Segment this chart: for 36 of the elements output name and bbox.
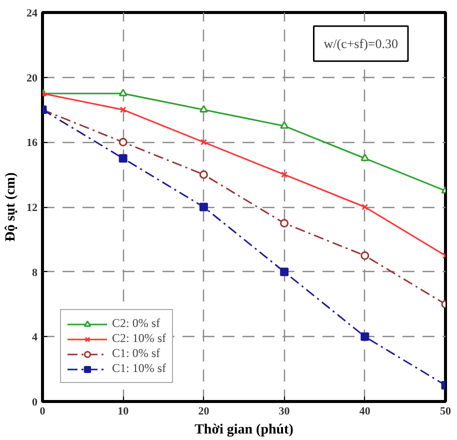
point xyxy=(118,154,128,163)
x-tick-label: 40 xyxy=(359,406,371,418)
y-tick-label: 12 xyxy=(26,202,38,214)
point xyxy=(199,202,208,212)
annotation: w/(c+sf)=0.30 xyxy=(324,36,398,52)
point xyxy=(362,204,368,210)
point xyxy=(118,88,128,96)
x-tick-label: 0 xyxy=(40,406,46,418)
point xyxy=(199,104,208,113)
x-tick-label: 50 xyxy=(440,406,452,418)
x-tick-label: 10 xyxy=(118,406,130,418)
point xyxy=(281,171,288,178)
point xyxy=(199,170,208,179)
x-tick-label: 20 xyxy=(198,406,210,418)
point xyxy=(200,138,207,146)
x-axis-title: Thời gian (phút) xyxy=(194,422,294,438)
y-tick-label: 4 xyxy=(32,332,38,344)
point xyxy=(280,121,289,129)
point xyxy=(360,154,370,162)
point xyxy=(120,106,126,113)
x-tick-label: 30 xyxy=(278,406,290,418)
y-tick-label: 16 xyxy=(26,137,38,150)
y-tick-label: 8 xyxy=(32,266,38,279)
legend-label: C2: 0% sf xyxy=(112,316,160,331)
legend-label: C2: 10% sf xyxy=(112,331,166,346)
y-tick-label: 24 xyxy=(26,8,38,20)
y-tick-label: 20 xyxy=(26,72,38,84)
y-tick-label: 0 xyxy=(32,396,38,408)
point xyxy=(360,251,370,260)
legend-label: C1: 0% sf xyxy=(112,346,160,361)
legend-label: C1: 10% sf xyxy=(112,361,166,376)
point xyxy=(118,138,128,146)
point xyxy=(360,332,370,341)
y-axis-title: Độ sụt (cm) xyxy=(4,172,18,242)
point xyxy=(280,218,289,228)
point xyxy=(280,268,289,276)
